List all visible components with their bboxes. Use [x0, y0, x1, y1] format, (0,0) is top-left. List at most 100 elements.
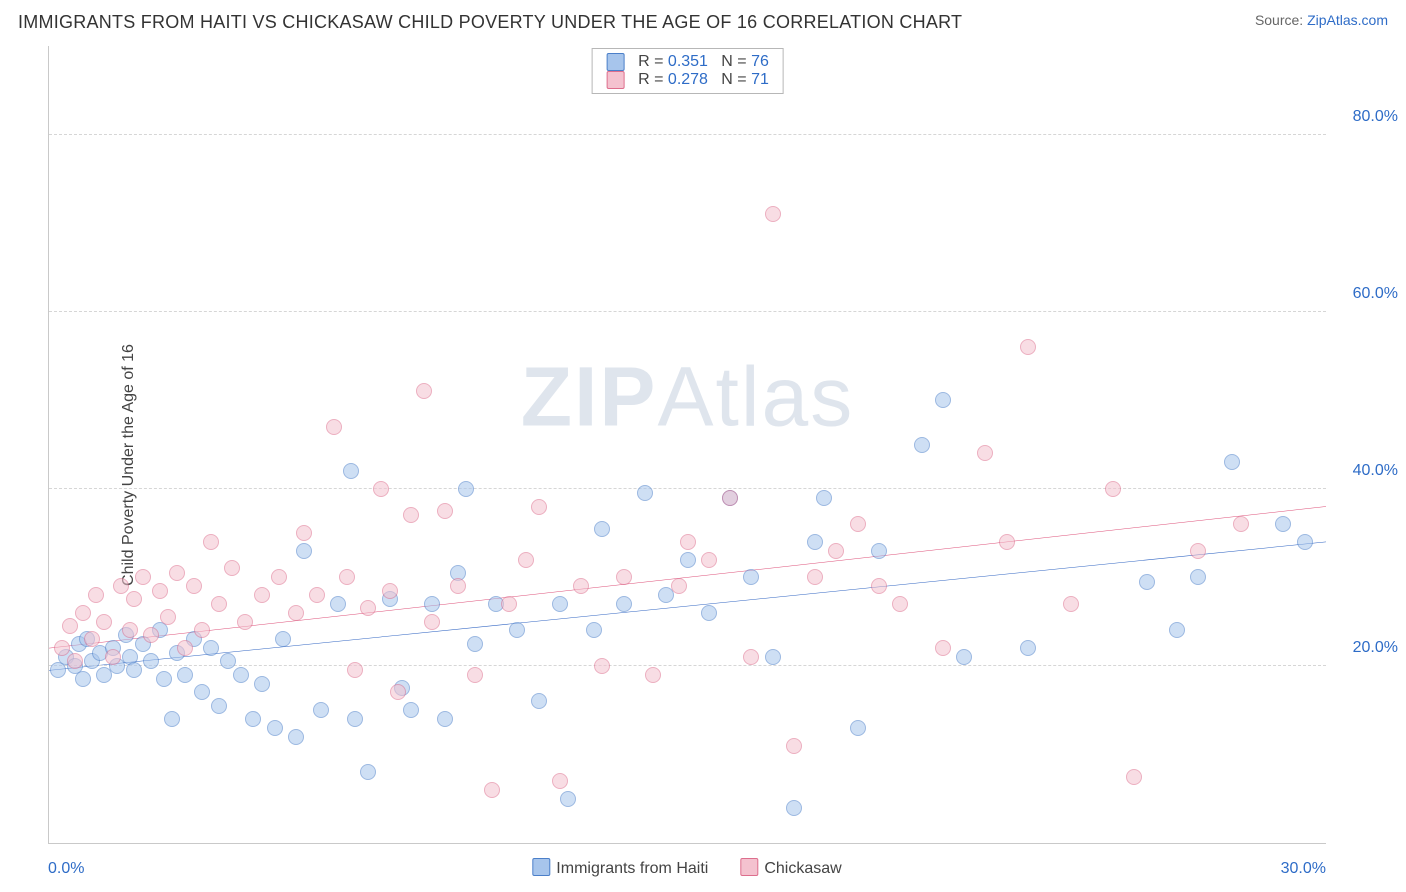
- data-point-haiti: [437, 711, 453, 727]
- y-tick-label: 80.0%: [1334, 108, 1398, 126]
- data-point-chickasaw: [1233, 516, 1249, 532]
- data-point-haiti: [1139, 574, 1155, 590]
- data-point-haiti: [75, 671, 91, 687]
- data-point-chickasaw: [373, 481, 389, 497]
- watermark: ZIPAtlas: [521, 348, 854, 445]
- source-link[interactable]: ZipAtlas.com: [1307, 12, 1388, 28]
- header: IMMIGRANTS FROM HAITI VS CHICKASAW CHILD…: [0, 0, 1406, 39]
- data-point-chickasaw: [403, 507, 419, 523]
- y-tick-label: 40.0%: [1334, 462, 1398, 480]
- data-point-chickasaw: [531, 499, 547, 515]
- data-point-haiti: [467, 636, 483, 652]
- data-point-chickasaw: [518, 552, 534, 568]
- data-point-chickasaw: [360, 600, 376, 616]
- data-point-haiti: [424, 596, 440, 612]
- data-point-chickasaw: [113, 578, 129, 594]
- data-point-haiti: [313, 702, 329, 718]
- data-point-chickasaw: [390, 684, 406, 700]
- data-point-chickasaw: [616, 569, 632, 585]
- data-point-chickasaw: [701, 552, 717, 568]
- data-point-haiti: [1224, 454, 1240, 470]
- data-point-chickasaw: [467, 667, 483, 683]
- data-point-haiti: [914, 437, 930, 453]
- data-point-chickasaw: [54, 640, 70, 656]
- data-point-haiti: [531, 693, 547, 709]
- data-point-chickasaw: [296, 525, 312, 541]
- legend-label-haiti: Immigrants from Haiti: [556, 860, 708, 877]
- data-point-chickasaw: [594, 658, 610, 674]
- data-point-chickasaw: [450, 578, 466, 594]
- data-point-haiti: [194, 684, 210, 700]
- data-point-chickasaw: [203, 534, 219, 550]
- data-point-haiti: [1275, 516, 1291, 532]
- data-point-chickasaw: [999, 534, 1015, 550]
- data-point-haiti: [509, 622, 525, 638]
- data-point-chickasaw: [935, 640, 951, 656]
- data-point-haiti: [458, 481, 474, 497]
- stats-row-chickasaw: R = 0.278 N = 71: [606, 71, 769, 89]
- x-axis: 0.0% Immigrants from Haiti Chickasaw 30.0…: [48, 848, 1326, 878]
- legend-label-chickasaw: Chickasaw: [764, 860, 841, 877]
- data-point-haiti: [164, 711, 180, 727]
- data-point-haiti: [816, 490, 832, 506]
- data-point-haiti: [637, 485, 653, 501]
- data-point-haiti: [807, 534, 823, 550]
- data-point-chickasaw: [573, 578, 589, 594]
- data-point-haiti: [616, 596, 632, 612]
- data-point-chickasaw: [437, 503, 453, 519]
- data-point-chickasaw: [135, 569, 151, 585]
- data-point-haiti: [296, 543, 312, 559]
- data-point-chickasaw: [309, 587, 325, 603]
- data-point-chickasaw: [484, 782, 500, 798]
- data-point-chickasaw: [88, 587, 104, 603]
- data-point-chickasaw: [977, 445, 993, 461]
- y-tick-label: 20.0%: [1334, 639, 1398, 657]
- data-point-haiti: [1020, 640, 1036, 656]
- data-point-haiti: [343, 463, 359, 479]
- data-point-haiti: [143, 653, 159, 669]
- data-point-chickasaw: [382, 583, 398, 599]
- data-point-chickasaw: [96, 614, 112, 630]
- data-point-chickasaw: [105, 649, 121, 665]
- data-point-chickasaw: [1105, 481, 1121, 497]
- data-point-chickasaw: [122, 622, 138, 638]
- source-label: Source: ZipAtlas.com: [1255, 12, 1388, 28]
- data-point-chickasaw: [424, 614, 440, 630]
- chart-title: IMMIGRANTS FROM HAITI VS CHICKASAW CHILD…: [18, 12, 962, 33]
- stats-text: R = 0.278 N = 71: [638, 71, 769, 89]
- plot-region: ZIPAtlas R = 0.351 N = 76R = 0.278 N = 7…: [48, 46, 1326, 844]
- data-point-chickasaw: [416, 383, 432, 399]
- data-point-haiti: [1169, 622, 1185, 638]
- legend-swatch-chickasaw: [606, 71, 624, 89]
- data-point-chickasaw: [786, 738, 802, 754]
- data-point-chickasaw: [501, 596, 517, 612]
- chart-area: Child Poverty Under the Age of 16 ZIPAtl…: [0, 38, 1406, 892]
- data-point-chickasaw: [1063, 596, 1079, 612]
- data-point-haiti: [233, 667, 249, 683]
- data-point-haiti: [935, 392, 951, 408]
- data-point-chickasaw: [850, 516, 866, 532]
- data-point-haiti: [347, 711, 363, 727]
- data-point-chickasaw: [177, 640, 193, 656]
- data-point-chickasaw: [1190, 543, 1206, 559]
- data-point-haiti: [956, 649, 972, 665]
- gridline: [49, 134, 1326, 135]
- x-tick-min: 0.0%: [48, 860, 84, 878]
- trend-lines: [49, 46, 1326, 843]
- data-point-chickasaw: [347, 662, 363, 678]
- data-point-chickasaw: [169, 565, 185, 581]
- watermark-bold: ZIP: [521, 349, 658, 443]
- data-point-haiti: [552, 596, 568, 612]
- gridline: [49, 665, 1326, 666]
- stats-legend-box: R = 0.351 N = 76R = 0.278 N = 71: [591, 48, 784, 94]
- data-point-haiti: [267, 720, 283, 736]
- data-point-haiti: [211, 698, 227, 714]
- legend-swatch-haiti: [532, 858, 550, 876]
- series-legend: Immigrants from Haiti Chickasaw: [532, 858, 841, 878]
- legend-item-chickasaw: Chickasaw: [740, 858, 841, 878]
- data-point-chickasaw: [680, 534, 696, 550]
- data-point-haiti: [560, 791, 576, 807]
- data-point-chickasaw: [271, 569, 287, 585]
- data-point-haiti: [220, 653, 236, 669]
- x-tick-max: 30.0%: [1281, 860, 1326, 878]
